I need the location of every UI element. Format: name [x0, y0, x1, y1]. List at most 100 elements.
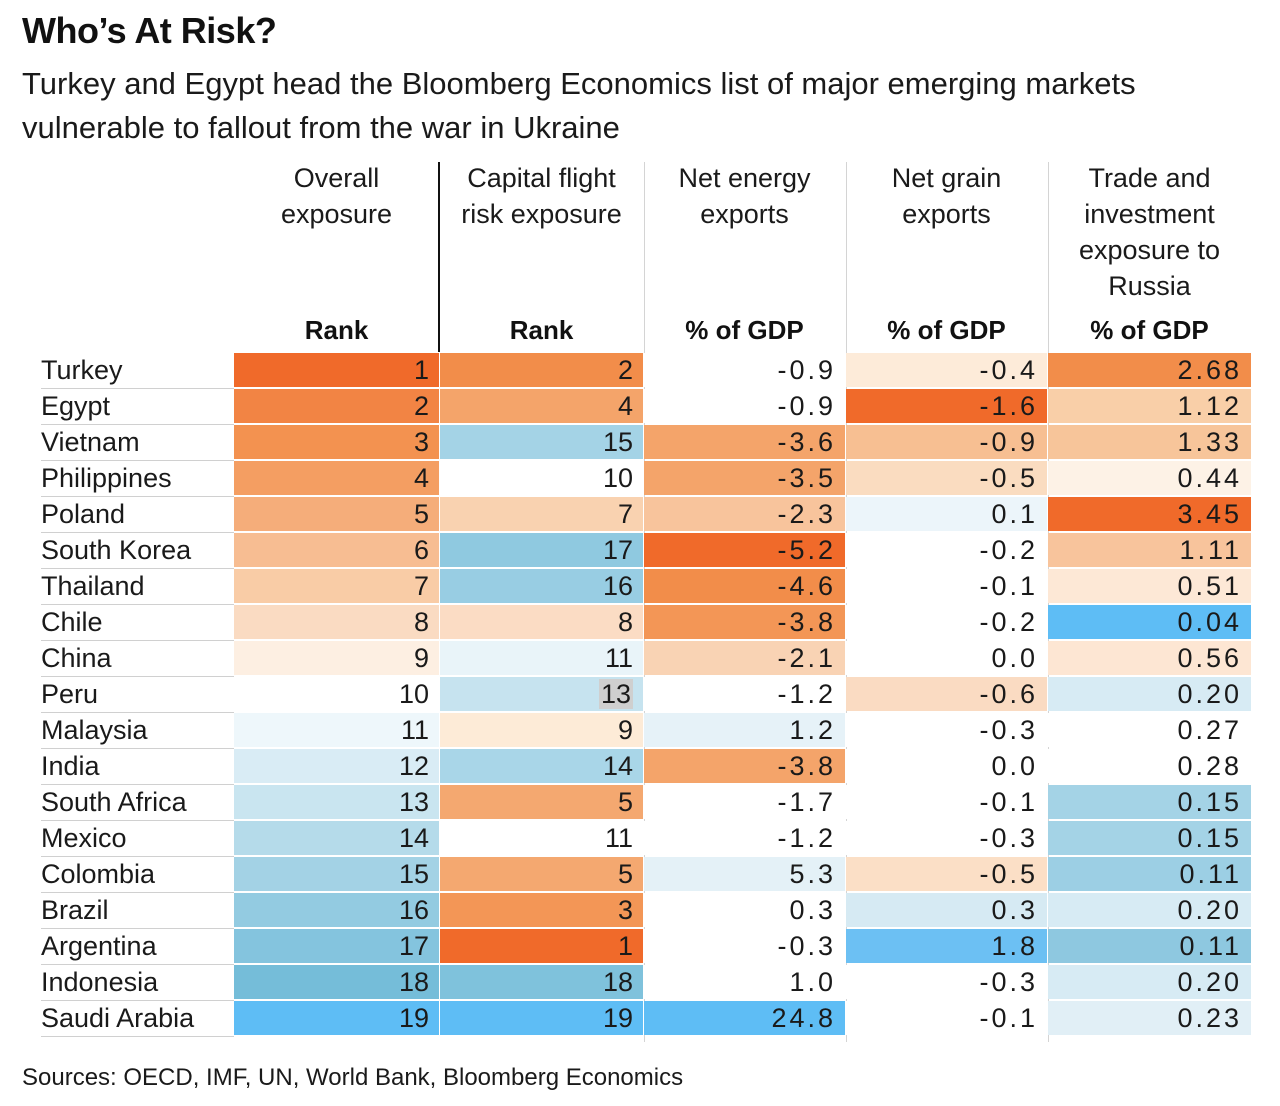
- value-cell: -2.3: [644, 497, 845, 531]
- column-header-line: investment: [1084, 199, 1215, 229]
- value-text: -3.8: [777, 751, 836, 781]
- country-label: Malaysia: [41, 715, 148, 745]
- country-label: Philippines: [41, 463, 172, 493]
- column-unit-energy: % of GDP: [685, 315, 804, 345]
- table-row: China 9 11 -2.1 0.0 0.56: [0, 641, 1280, 677]
- value-text: 0.20: [1177, 679, 1242, 709]
- value-text: 15: [398, 859, 429, 889]
- value-text: -1.2: [777, 679, 836, 709]
- value-text: -3.8: [777, 607, 836, 637]
- country-label: Colombia: [41, 859, 156, 889]
- table-row: India 12 14 -3.8 0.0 0.28: [0, 749, 1280, 785]
- value-text: -0.3: [979, 715, 1038, 745]
- value-cell: 0.0: [846, 641, 1047, 675]
- table-row: Poland 5 7 -2.3 0.1 3.45: [0, 497, 1280, 533]
- value-text: 0.1: [991, 499, 1038, 529]
- value-text: 14: [398, 823, 429, 853]
- table-row: Argentina 17 1 -0.3 1.8 0.11: [0, 929, 1280, 965]
- value-text: 3.45: [1177, 499, 1242, 529]
- value-cell: 10: [440, 461, 643, 495]
- value-text: 17: [602, 535, 633, 565]
- value-text: 9: [617, 715, 633, 745]
- row-separator: [41, 676, 234, 677]
- value-cell: -1.6: [846, 389, 1047, 423]
- value-cell: 14: [440, 749, 643, 783]
- value-text: 15: [602, 427, 633, 457]
- value-text: 0.0: [991, 643, 1038, 673]
- value-text: 5: [617, 859, 633, 889]
- value-text: 1.0: [789, 967, 836, 997]
- value-text: -0.1: [979, 1003, 1038, 1033]
- table-row: Turkey 1 2 -0.9 -0.4 2.68: [0, 353, 1280, 389]
- value-cell: 4: [440, 389, 643, 423]
- value-cell: 5.3: [644, 857, 845, 891]
- value-text: 18: [398, 967, 429, 997]
- value-cell: 15: [440, 425, 643, 459]
- table-row: Mexico 14 11 -1.2 -0.3 0.15: [0, 821, 1280, 857]
- country-label: Indonesia: [41, 967, 159, 997]
- value-cell: -4.6: [644, 569, 845, 603]
- row-separator: [41, 424, 234, 425]
- value-cell: 9: [440, 713, 643, 747]
- row-separator: [41, 460, 234, 461]
- country-label: India: [41, 751, 100, 781]
- value-text: -0.3: [777, 931, 836, 961]
- value-text: 6: [413, 535, 429, 565]
- row-separator: [41, 640, 234, 641]
- value-cell: 3.45: [1048, 497, 1251, 531]
- value-text: 14: [602, 751, 633, 781]
- value-text: 8: [617, 607, 633, 637]
- value-cell: -0.1: [846, 1001, 1047, 1035]
- value-cell: 0.15: [1048, 821, 1251, 855]
- country-label: Turkey: [41, 355, 123, 385]
- value-text: -0.1: [979, 571, 1038, 601]
- value-cell: -0.1: [846, 785, 1047, 819]
- value-cell: 3: [440, 893, 643, 927]
- table-row: Indonesia 18 18 1.0 -0.3 0.20: [0, 965, 1280, 1001]
- value-text: 2: [413, 391, 429, 421]
- value-text: 1.8: [991, 931, 1038, 961]
- value-cell: 0.04: [1048, 605, 1251, 639]
- column-header-line: exports: [700, 199, 789, 229]
- value-text: -5.2: [777, 535, 836, 565]
- value-cell: 11: [440, 641, 643, 675]
- value-cell: 17: [234, 929, 439, 963]
- country-label: South Africa: [41, 787, 187, 817]
- country-label: Argentina: [41, 931, 157, 961]
- row-separator: [41, 532, 234, 533]
- column-header-line: exposure to: [1078, 235, 1221, 265]
- value-text: 10: [398, 679, 429, 709]
- value-text: -0.3: [979, 823, 1038, 853]
- value-cell: -0.9: [644, 353, 845, 387]
- value-text: 16: [398, 895, 429, 925]
- table-row: Peru 10 13 -1.2 -0.6 0.20: [0, 677, 1280, 713]
- country-label: Chile: [41, 607, 103, 637]
- country-label: Thailand: [41, 571, 145, 601]
- value-text: 0.0: [991, 751, 1038, 781]
- column-header-line: Overall: [293, 163, 380, 193]
- value-cell: -0.1: [846, 569, 1047, 603]
- value-text: 1: [413, 355, 429, 385]
- value-cell: 0.20: [1048, 677, 1251, 711]
- value-cell: 0.3: [644, 893, 845, 927]
- value-cell: 0.15: [1048, 785, 1251, 819]
- value-cell: 2.68: [1048, 353, 1251, 387]
- value-cell: 16: [440, 569, 643, 603]
- value-cell: 3: [234, 425, 439, 459]
- value-cell: 0.11: [1048, 929, 1251, 963]
- value-text: 13: [398, 787, 429, 817]
- value-text: 0.15: [1177, 823, 1242, 853]
- value-text: 7: [617, 499, 633, 529]
- table-row: Malaysia 11 9 1.2 -0.3 0.27: [0, 713, 1280, 749]
- column-header-line: Net grain: [891, 163, 1002, 193]
- value-cell: 11: [234, 713, 439, 747]
- value-cell: 0.20: [1048, 893, 1251, 927]
- value-cell: 16: [234, 893, 439, 927]
- row-separator: [41, 604, 234, 605]
- value-text: 13: [598, 679, 633, 709]
- value-text: 5: [617, 787, 633, 817]
- value-cell: 1: [234, 353, 439, 387]
- value-cell: 17: [440, 533, 643, 567]
- value-cell: -0.2: [846, 605, 1047, 639]
- value-text: 12: [398, 751, 429, 781]
